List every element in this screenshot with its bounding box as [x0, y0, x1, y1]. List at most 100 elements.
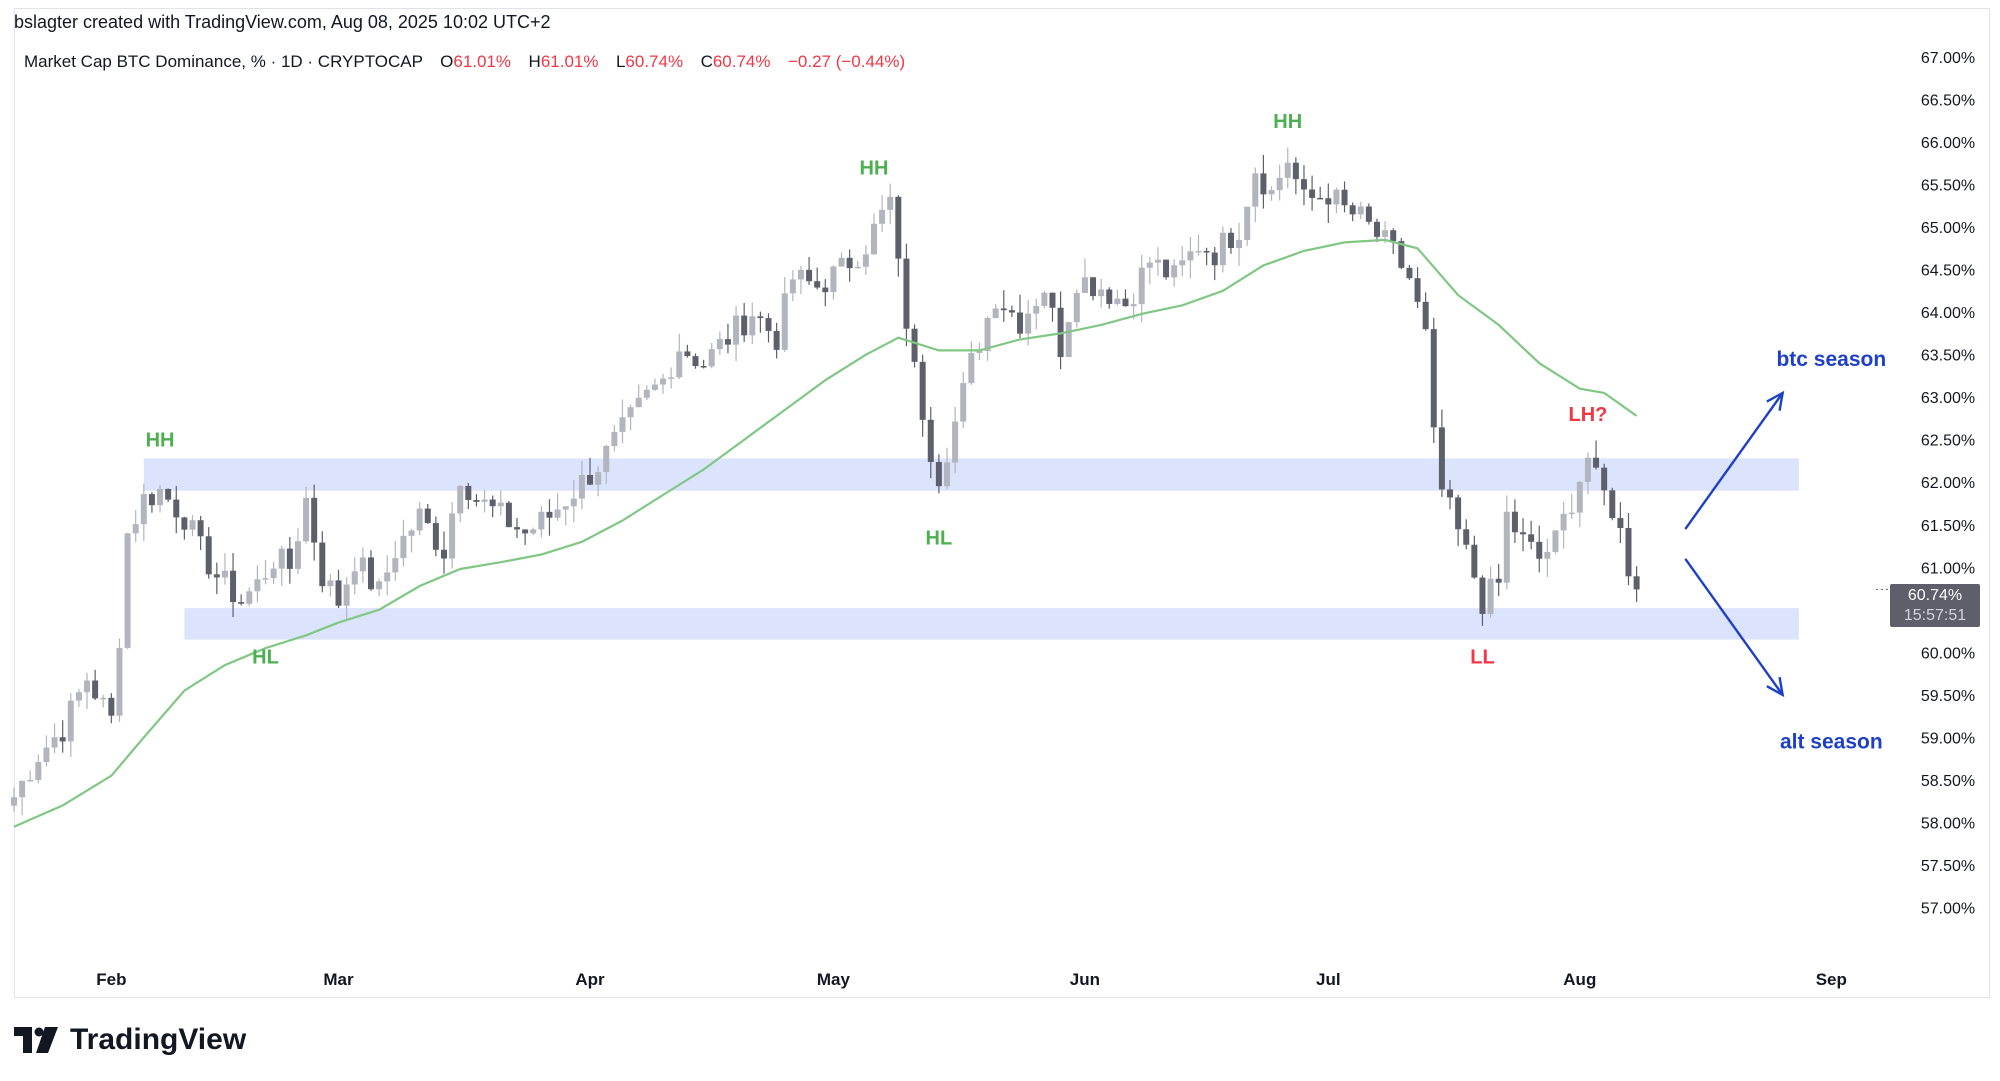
- y-tick-label: 65.00%: [1921, 220, 1975, 237]
- candle-body: [1406, 267, 1413, 279]
- y-tick-label: 62.50%: [1921, 433, 1975, 450]
- candle-body: [1195, 251, 1202, 253]
- high-value: 61.01%: [540, 52, 599, 71]
- candle-body: [165, 488, 172, 500]
- candle-body: [1471, 544, 1478, 578]
- candle-body: [1520, 532, 1527, 535]
- candle-body: [335, 580, 342, 606]
- candle-body: [270, 568, 277, 579]
- close-label: C: [700, 52, 713, 71]
- candle-body: [1073, 292, 1080, 323]
- up-arrow: [1684, 392, 1784, 530]
- candle-body: [449, 513, 456, 559]
- y-tick-label: 61.00%: [1921, 560, 1975, 577]
- candle-body: [1300, 179, 1307, 190]
- candle-body: [481, 499, 488, 502]
- candle-body: [578, 475, 585, 499]
- brand-name: TradingView: [70, 1023, 247, 1056]
- candle-body: [1455, 497, 1462, 530]
- x-tick-label: Sep: [1816, 970, 1847, 989]
- y-tick-label: 64.00%: [1921, 305, 1975, 322]
- candle-body: [1309, 189, 1316, 198]
- candle-body: [384, 572, 391, 582]
- candle-body: [327, 580, 334, 587]
- candle-body: [1479, 577, 1486, 614]
- candle-body: [189, 520, 196, 530]
- candle-body: [59, 737, 66, 742]
- candle-body: [1438, 427, 1445, 490]
- candle-body: [700, 365, 707, 368]
- candle-body: [465, 485, 472, 500]
- candle-body: [1017, 312, 1024, 334]
- candle-body: [554, 509, 561, 518]
- candle-body: [51, 737, 58, 748]
- candle-body: [1025, 313, 1032, 334]
- candle-body: [603, 445, 610, 473]
- y-tick-label: 58.50%: [1921, 773, 1975, 790]
- candle-body: [254, 579, 261, 592]
- candle-body: [440, 549, 447, 559]
- candle-body: [773, 330, 780, 350]
- candle-body: [643, 389, 650, 398]
- last-price-tag: 60.74% 15:57:51: [1890, 584, 1980, 627]
- candle-body: [238, 602, 245, 604]
- candle-body: [19, 780, 26, 798]
- y-tick-label: 66.50%: [1921, 93, 1975, 110]
- candle-body: [400, 535, 407, 559]
- candle-body: [716, 339, 723, 350]
- footer-brand[interactable]: TradingView: [14, 1018, 246, 1062]
- candle-body: [741, 315, 748, 336]
- candle-body: [789, 279, 796, 294]
- symbol-legend: Market Cap BTC Dominance, % · 1D · CRYPT…: [24, 52, 905, 72]
- candle-body: [489, 499, 496, 507]
- candle-body: [781, 293, 788, 350]
- candle-body: [1325, 198, 1332, 205]
- candle-body: [205, 536, 212, 575]
- candle-body: [116, 647, 123, 716]
- candle-body: [11, 797, 17, 806]
- annotation-label: LH?: [1568, 404, 1607, 426]
- moving-average-projection: [1603, 392, 1638, 417]
- candle-body: [1252, 173, 1259, 207]
- candle-body: [376, 581, 383, 590]
- candle-body: [1447, 489, 1454, 498]
- candle-body: [1576, 481, 1583, 513]
- candle-body: [1601, 467, 1608, 491]
- candle-body: [1528, 534, 1535, 542]
- candle-body: [911, 328, 918, 362]
- y-tick-label: 59.00%: [1921, 730, 1975, 747]
- candle-body: [367, 557, 374, 590]
- candle-body: [311, 497, 318, 543]
- candle-body: [181, 517, 188, 530]
- candle-body: [497, 502, 504, 507]
- change-value: −0.27 (−0.44%): [787, 52, 906, 71]
- candle-body: [903, 258, 910, 329]
- candle-body: [473, 499, 480, 502]
- candle-body: [1536, 541, 1543, 559]
- candle-body: [814, 281, 821, 288]
- candle-body: [887, 196, 894, 210]
- candle-body: [1333, 189, 1340, 205]
- candle-body: [303, 497, 310, 542]
- candle-body: [424, 508, 431, 524]
- candle-body: [84, 680, 91, 693]
- x-tick-label: Jul: [1316, 970, 1341, 989]
- candle-body: [1568, 512, 1575, 515]
- candle-body: [157, 488, 164, 506]
- candle-body: [895, 196, 902, 259]
- candle-body: [1584, 457, 1591, 482]
- candle-body: [546, 511, 553, 518]
- candle-body: [1284, 162, 1291, 178]
- y-tick-label: 58.00%: [1921, 815, 1975, 832]
- candle-body: [1065, 322, 1072, 357]
- candle-body: [749, 316, 756, 336]
- candle-body: [1138, 267, 1145, 305]
- y-tick-label: 57.00%: [1921, 900, 1975, 917]
- annotation-label: HL: [252, 647, 279, 669]
- candle-body: [927, 419, 934, 462]
- x-tick-label: Jun: [1070, 970, 1100, 989]
- candle-body: [668, 377, 675, 379]
- candle-body: [830, 266, 837, 293]
- candle-body: [684, 351, 691, 357]
